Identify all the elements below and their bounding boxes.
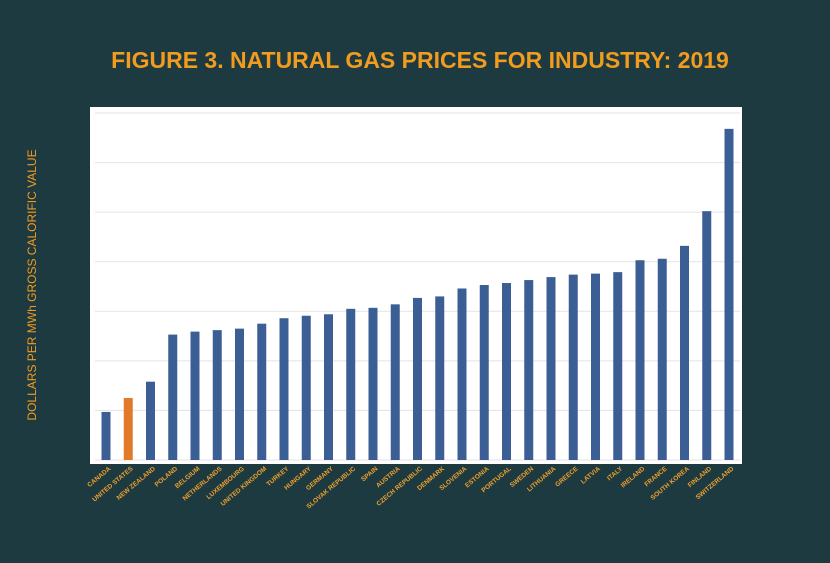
bar <box>101 411 111 460</box>
bar <box>657 258 667 460</box>
y-tick-label: 60 <box>64 156 76 168</box>
y-tick-label: 50 <box>64 206 76 218</box>
bar <box>212 330 222 460</box>
bar <box>301 315 311 460</box>
bar <box>146 381 155 460</box>
bar <box>279 318 289 460</box>
bar <box>635 260 645 460</box>
bar <box>457 288 467 460</box>
bar <box>324 314 333 460</box>
bar <box>524 280 534 460</box>
y-tick-label: 30 <box>64 305 76 317</box>
y-tick-label: 70 <box>64 107 76 119</box>
y-tick-label: 20 <box>64 355 76 367</box>
bar <box>546 277 556 460</box>
bar <box>368 307 378 460</box>
bar <box>390 304 400 460</box>
bar <box>435 296 445 460</box>
bar <box>568 274 578 460</box>
bar <box>190 331 200 460</box>
bar <box>235 328 244 460</box>
bar <box>168 334 178 460</box>
bar <box>413 297 422 460</box>
bar <box>502 283 511 460</box>
bar <box>680 245 689 460</box>
bar <box>123 398 133 460</box>
y-tick-label: 40 <box>64 256 76 268</box>
y-tick-label: 10 <box>64 404 76 416</box>
bar <box>613 272 623 460</box>
chart-title: FIGURE 3. NATURAL GAS PRICES FOR INDUSTR… <box>111 47 729 73</box>
bar <box>346 308 356 460</box>
bar <box>257 323 267 460</box>
bar <box>724 128 734 460</box>
bar <box>479 285 489 460</box>
y-tick-label: 0 <box>70 454 76 466</box>
bar <box>702 211 712 460</box>
y-axis-title: DOLLARS PER MWh GROSS CALORIFIC VALUE <box>25 149 39 420</box>
bar <box>591 273 600 460</box>
